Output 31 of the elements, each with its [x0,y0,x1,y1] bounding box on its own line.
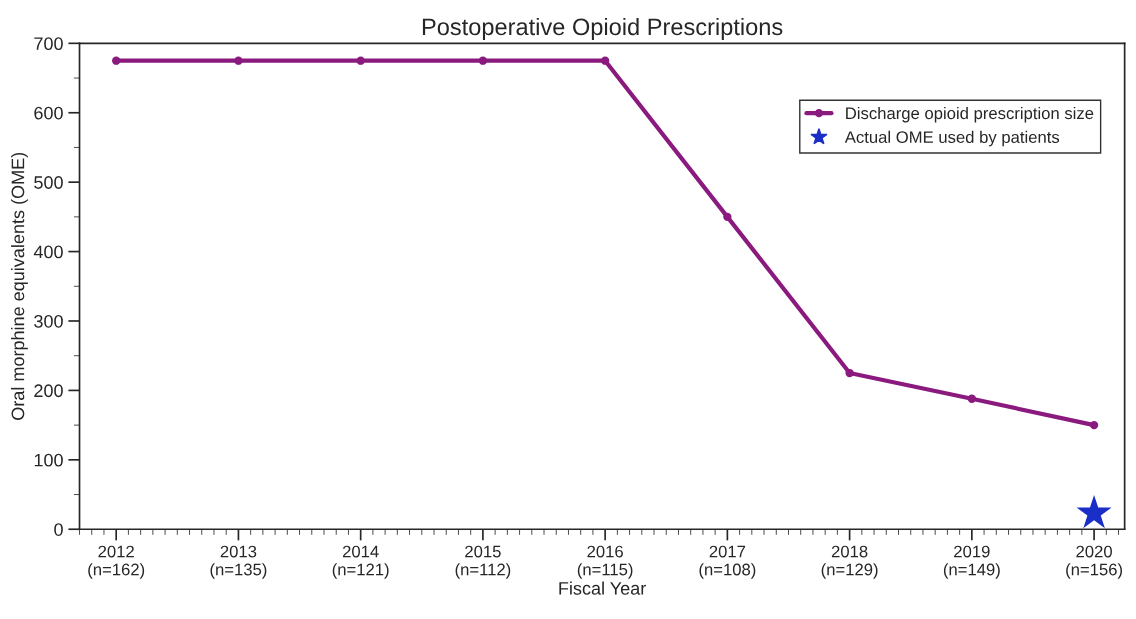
y-tick-label: 100 [34,453,63,467]
legend-label: Actual OME used by patients [844,130,1060,147]
point [234,56,243,65]
point [112,56,121,65]
x-tick-label: 2013 (n=135) [210,545,267,579]
point [723,212,732,222]
point [356,56,365,65]
y-tick-label: 400 [33,245,63,259]
x-tick-label: 2015 (n=112) [455,545,511,579]
y-tick-label: 700 [34,37,63,51]
x-tick-label: 2019 (n=149) [943,545,1000,579]
point [1089,420,1099,430]
y-tick-label: 200 [34,384,63,398]
chart-title: Postoperative Opioid Prescriptions [422,17,783,40]
y-tick-label: 300 [34,314,63,328]
y-tick-label: 600 [34,106,63,120]
point [478,56,488,65]
y-tick-label: 500 [34,176,63,189]
point [967,394,977,403]
x-tick-label: 2012 (n=162) [88,545,145,579]
point [600,56,610,65]
legend-label: Discharge opioid prescription size [846,106,1094,123]
x-tick-label: 2017 (n=108) [699,545,756,579]
point [845,368,854,378]
y-tick-label: 0 [54,523,63,536]
x-tick-label: 2016 (n=115) [577,545,633,579]
x-tick-label: 2020 (n=156) [1066,545,1122,579]
y-axis-title: Oral morphine equivalents (OME) [11,152,28,420]
x-tick-label: 2014 (n=121) [332,545,389,579]
x-tick-label: 2018 (n=129) [821,545,878,579]
x-axis-title: Fiscal Year [559,581,646,595]
